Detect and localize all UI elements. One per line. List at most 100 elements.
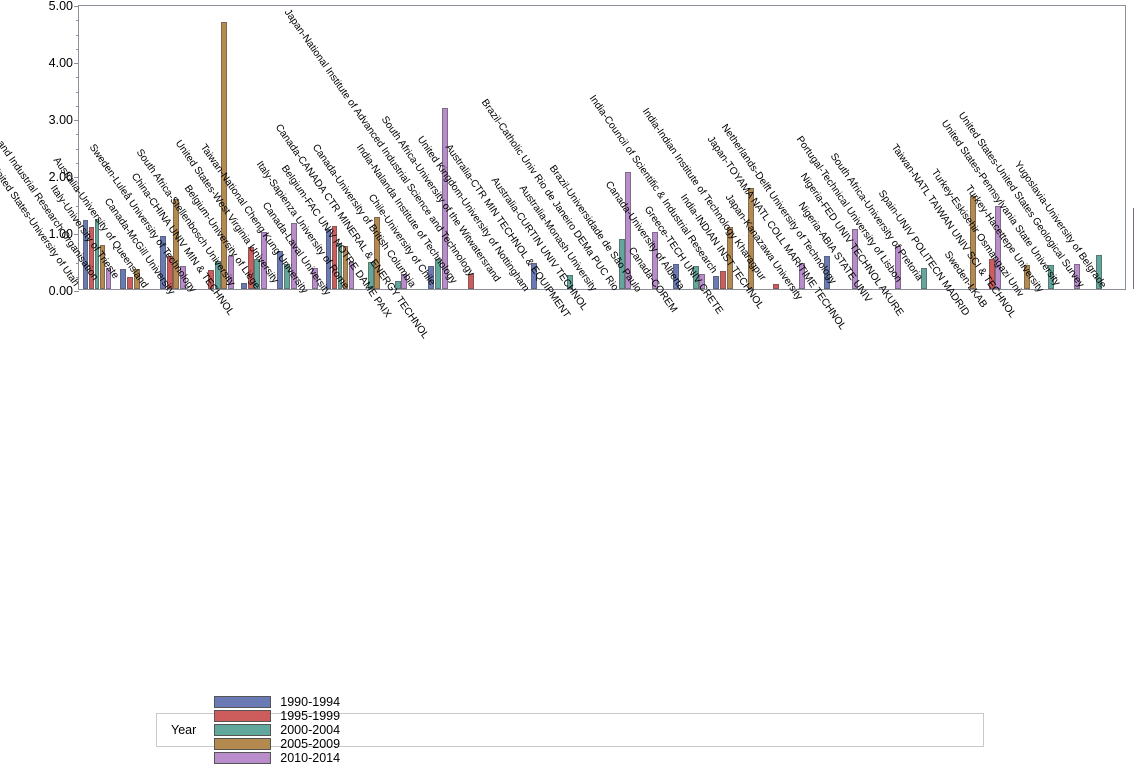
bar: [531, 263, 537, 289]
bar: [214, 260, 221, 289]
bar-group: [207, 6, 235, 289]
bar: [83, 219, 89, 289]
legend-item[interactable]: 2005-2009: [214, 737, 340, 751]
bar: [343, 245, 348, 289]
bar: [159, 235, 166, 289]
y-minor-tick: [76, 77, 79, 79]
bar: [824, 255, 830, 289]
bar: [94, 218, 100, 289]
bar: [428, 266, 435, 289]
bar: [261, 232, 268, 289]
bar: [348, 261, 354, 289]
bar: [326, 228, 332, 289]
legend-title: Year: [171, 723, 197, 737]
bar: [988, 259, 995, 289]
y-minor-tick: [76, 162, 79, 164]
y-tick-mark: [74, 234, 79, 235]
bar: [100, 245, 105, 289]
bar-group: [424, 6, 452, 289]
legend-item[interactable]: 1990-1994: [214, 695, 340, 709]
bar-series-container: [79, 6, 1134, 289]
legend-item[interactable]: 2000-2004: [214, 723, 340, 737]
bar-group: [116, 6, 144, 289]
bar: [367, 261, 374, 289]
y-tick-label: 2.00: [48, 170, 73, 184]
bar: [895, 245, 901, 289]
bar: [625, 171, 632, 289]
bar: [692, 265, 699, 289]
legend-swatch: [214, 738, 272, 750]
y-minor-tick: [76, 134, 79, 136]
bar-group: [360, 6, 388, 289]
legend-label: 1990-1994: [280, 695, 341, 709]
bar-group: [387, 6, 415, 289]
bar: [290, 223, 297, 289]
y-minor-tick: [76, 248, 79, 250]
legend-label: 1995-1999: [280, 709, 341, 723]
y-minor-tick: [76, 105, 79, 107]
y-minor-tick: [76, 48, 79, 50]
bar: [673, 263, 679, 289]
bar-group: [1085, 6, 1113, 289]
bar: [1024, 264, 1030, 289]
legend-swatch: [214, 724, 272, 736]
bar-group: [662, 6, 690, 289]
bar-group: [326, 6, 354, 289]
y-tick-label: 0.00: [48, 284, 73, 298]
bar-group: [959, 6, 987, 289]
bar: [127, 277, 133, 289]
bar: [1074, 263, 1080, 289]
bar-group: [457, 6, 485, 289]
bar: [773, 283, 779, 289]
bar: [337, 242, 343, 289]
legend-item[interactable]: 1995-1999: [214, 709, 340, 723]
bar: [120, 268, 127, 289]
bar-group: [709, 6, 737, 289]
bar-group: [240, 6, 268, 289]
bar: [1048, 264, 1054, 289]
bar: [435, 259, 441, 289]
bar: [748, 187, 754, 289]
bar: [166, 255, 173, 289]
y-minor-tick: [76, 91, 79, 93]
bar: [332, 226, 337, 289]
bar-group: [737, 6, 765, 289]
bar: [921, 268, 927, 289]
bar-group: [813, 6, 841, 289]
bar-group: [762, 6, 790, 289]
legend-swatch: [214, 710, 272, 722]
bar-group: [641, 6, 669, 289]
y-minor-tick: [76, 219, 79, 221]
bar: [852, 228, 858, 289]
y-tick-mark: [74, 63, 79, 64]
y-tick-mark: [74, 177, 79, 178]
y-minor-tick: [76, 276, 79, 278]
bar: [995, 206, 1002, 289]
bar-group: [1037, 6, 1065, 289]
bar: [394, 280, 401, 289]
legend-label: 2000-2004: [280, 723, 341, 737]
bar: [441, 108, 448, 289]
legend-swatch: [214, 752, 272, 764]
bar: [240, 283, 247, 289]
bar-group: [841, 6, 869, 289]
bar: [312, 267, 318, 289]
y-tick-label: 4.00: [48, 56, 73, 70]
bar: [799, 263, 805, 289]
bar: [726, 226, 733, 289]
x-axis-labels: United States-University of UtahAustrali…: [0, 8, 1134, 701]
bar-group: [159, 6, 187, 289]
bar: [468, 274, 474, 289]
bar: [1096, 254, 1102, 289]
bar: [207, 269, 214, 289]
bar: [254, 259, 261, 289]
bar: [180, 266, 187, 289]
bar: [401, 273, 408, 289]
legend-items: 1990-1994 1995-1999 2000-2004 2005-2009 2010…: [214, 695, 366, 765]
y-minor-tick: [76, 148, 79, 150]
bar-group: [910, 6, 938, 289]
legend-item[interactable]: 2010-2014: [214, 751, 340, 765]
bar: [652, 232, 658, 289]
bar-group: [685, 6, 713, 289]
bar: [618, 239, 625, 289]
